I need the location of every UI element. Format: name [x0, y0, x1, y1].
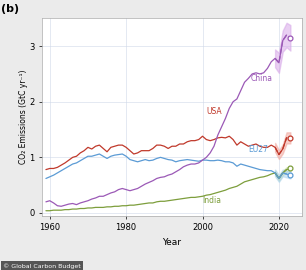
Text: India: India	[203, 196, 222, 205]
Text: © Global Carbon Budget: © Global Carbon Budget	[3, 263, 81, 269]
Text: EU27: EU27	[248, 144, 268, 154]
Text: (b): (b)	[1, 4, 19, 14]
X-axis label: Year: Year	[162, 238, 181, 247]
Y-axis label: CO₂ Emissions (GtC yr⁻¹): CO₂ Emissions (GtC yr⁻¹)	[19, 70, 28, 164]
Text: China: China	[250, 74, 272, 83]
Text: USA: USA	[206, 107, 222, 116]
